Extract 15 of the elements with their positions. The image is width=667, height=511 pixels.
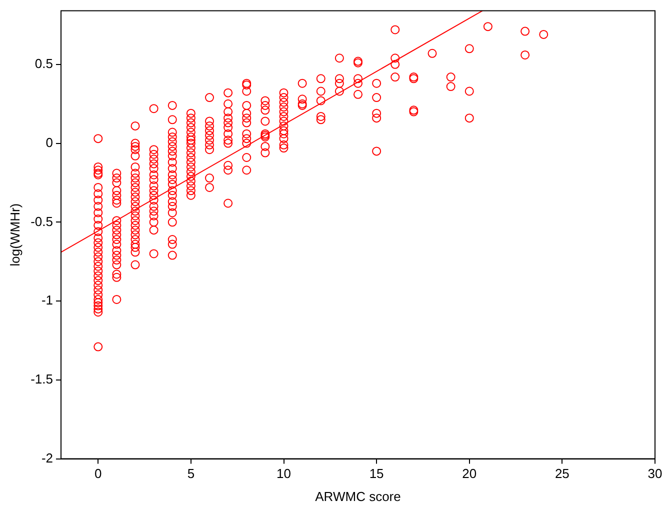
x-axis-title: ARWMC score — [315, 488, 401, 504]
x-tick-label: 30 — [648, 466, 662, 482]
x-tick-label: 15 — [369, 466, 384, 482]
y-tick-label: 0 — [46, 134, 53, 150]
x-tick-label: 20 — [462, 466, 477, 482]
y-tick-label: -1 — [41, 292, 53, 308]
y-tick-label: 0.5 — [34, 56, 53, 72]
x-tick-label: 0 — [94, 466, 102, 482]
y-tick-label: -1.5 — [30, 372, 53, 387]
y-axis-title: log(WMHr) — [7, 203, 22, 266]
y-tick-label: -0.5 — [30, 214, 53, 229]
x-tick-label: 25 — [554, 466, 570, 482]
x-tick-label: 10 — [276, 466, 291, 482]
y-tick-label: -2 — [41, 450, 53, 466]
x-tick-label: 5 — [187, 466, 195, 482]
